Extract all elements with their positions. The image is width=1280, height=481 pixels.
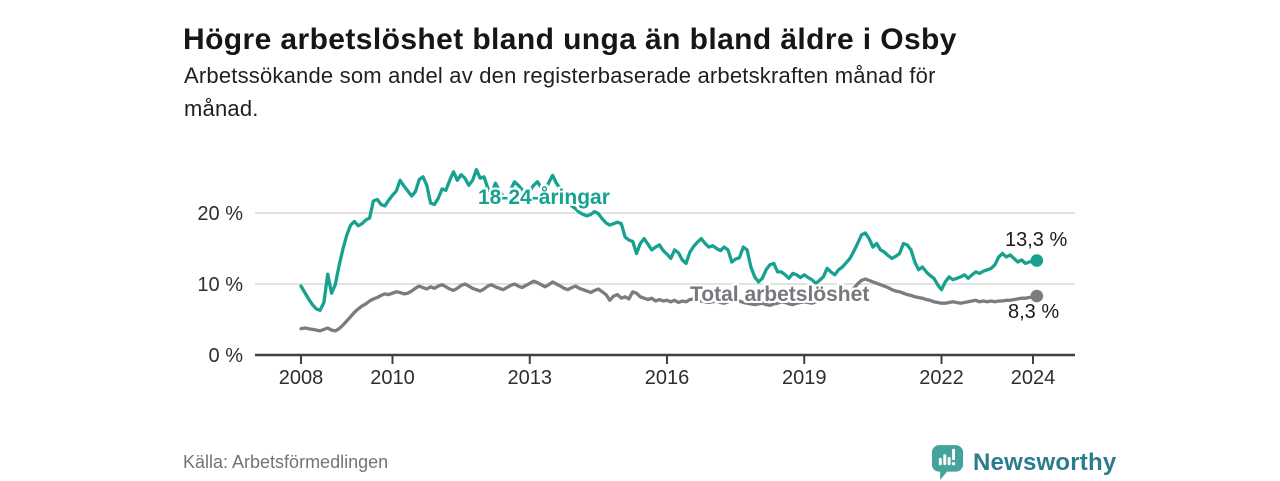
x-tick-label: 2024: [1011, 367, 1056, 389]
x-tick-label: 2008: [279, 367, 324, 389]
brand-logo: Newsworthy: [931, 444, 1116, 481]
end-value-youth: 13,3 %: [1005, 229, 1068, 251]
series-label-youth: 18-24-åringar: [478, 186, 610, 209]
series-line-total: [299, 277, 1039, 333]
series-end-dot-youth: [1030, 254, 1044, 267]
series-end-dot-total: [1030, 289, 1044, 303]
x-tick-label: 2016: [645, 367, 690, 389]
chart-subtitle: Arbetssökande som andel av den registerb…: [184, 59, 936, 125]
chart-subtitle-line-2: månad.: [184, 96, 259, 121]
series-label-total: Total arbetslöshet: [690, 283, 870, 306]
x-tick-label: 2010: [370, 367, 415, 389]
brand-name: Newsworthy: [973, 448, 1117, 476]
x-tick-label: 2013: [508, 367, 553, 389]
series-line-youth: [299, 168, 1039, 312]
chart-subtitle-line-1: Arbetssökande som andel av den registerb…: [184, 63, 936, 88]
y-tick-label: 10 %: [197, 274, 243, 296]
source-note: Källa: Arbetsförmedlingen: [183, 452, 389, 472]
bar-chart-speech-bubble-icon: [931, 445, 964, 480]
y-tick-label: 0 %: [209, 345, 244, 367]
y-tick-label: 20 %: [197, 203, 243, 225]
x-tick-label: 2019: [782, 367, 827, 389]
x-tick-label: 2022: [919, 367, 964, 389]
chart-title: Högre arbetslöshet bland unga än bland ä…: [183, 23, 957, 57]
end-value-total: 8,3 %: [1008, 301, 1060, 323]
